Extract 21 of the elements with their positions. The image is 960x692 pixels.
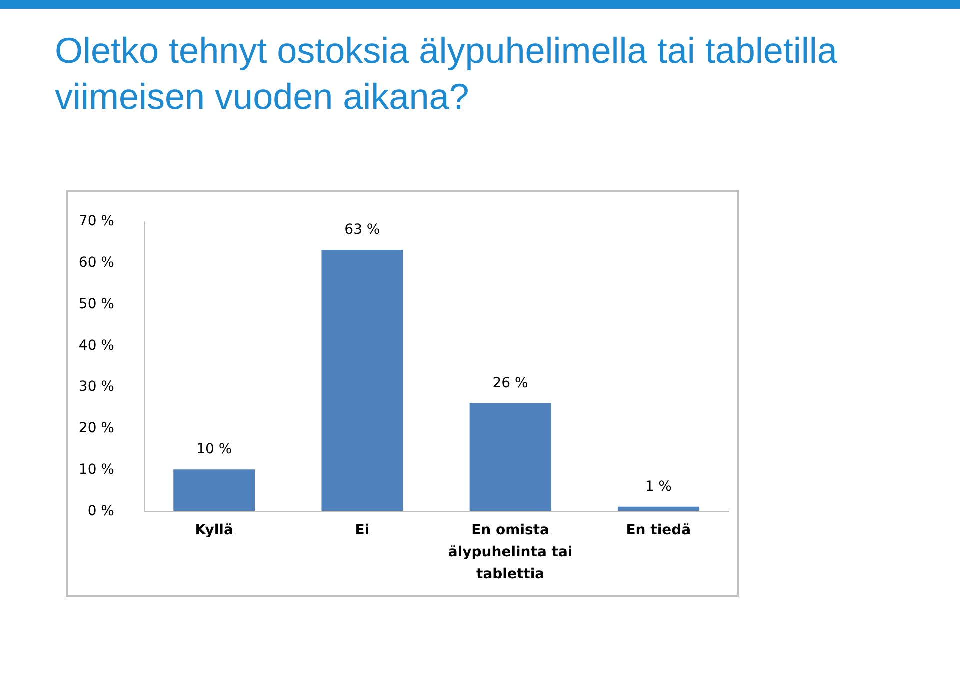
y-tick-label: 70 % — [78, 214, 114, 230]
bar — [470, 403, 552, 511]
y-tick-label: 60 % — [78, 254, 114, 271]
y-tick-label: 0 % — [88, 504, 114, 520]
bar — [174, 470, 256, 511]
x-tick-label: Ei — [355, 522, 370, 538]
bar — [322, 250, 404, 511]
data-label: 1 % — [645, 478, 672, 495]
y-tick-label: 50 % — [78, 296, 114, 312]
bar — [618, 506, 700, 511]
y-tick-label: 40 % — [78, 338, 114, 354]
x-tick-label: Kyllä — [195, 522, 234, 538]
data-label: 10 % — [196, 442, 232, 458]
y-tick-label: 20 % — [78, 420, 114, 437]
data-label: 63 % — [344, 222, 380, 238]
chart-title: Oletko tehnyt ostoksia älypuhelimella tai tabletilla viimeisen vuoden aikana? — [55, 29, 838, 119]
x-tick-label: En tiedä — [626, 522, 692, 538]
x-tick-label: En omista älypuhelinta tai tablettia — [448, 522, 573, 582]
y-tick-label: 10 % — [78, 462, 114, 478]
data-label: 26 % — [492, 375, 528, 392]
y-tick-label: 30 % — [78, 379, 114, 396]
